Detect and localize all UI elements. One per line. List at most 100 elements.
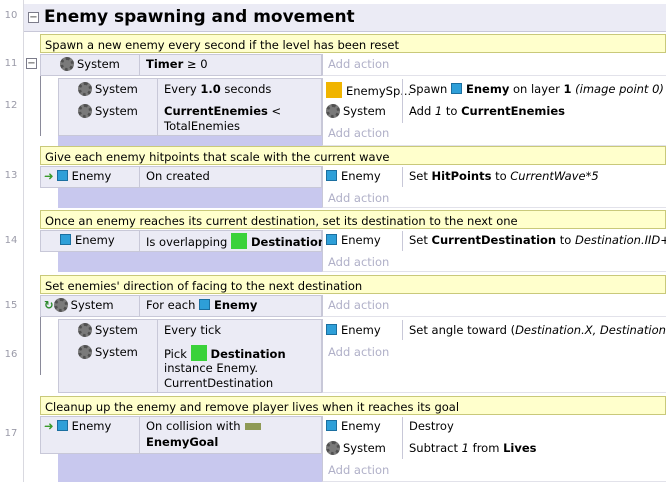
system-gear-icon — [78, 82, 92, 96]
condition-text: On collision with — [146, 419, 261, 433]
condition-object: ↻ System — [44, 298, 114, 312]
subevent-conditions[interactable] — [58, 319, 322, 393]
condition-text: Is overlapping Destination — [146, 233, 327, 249]
action-column — [322, 319, 666, 393]
column-divider — [139, 417, 140, 453]
subevent-footer — [58, 136, 322, 146]
add-action-link[interactable]: Add action — [328, 255, 390, 269]
enemy-sprite-icon — [60, 234, 71, 245]
column-divider — [402, 231, 403, 251]
condition-text: On created — [146, 169, 210, 183]
condition-object: System — [78, 82, 138, 96]
add-action-link[interactable]: Add action — [328, 345, 390, 359]
action-text[interactable]: Set angle toward (Destination.X, Destina… — [409, 323, 666, 337]
condition-object: System — [78, 104, 138, 118]
event-comment[interactable]: Once an enemy reaches its current destin… — [40, 210, 666, 229]
line-number: 12 — [4, 100, 18, 111]
add-action-link[interactable]: Add action — [328, 191, 390, 205]
action-text[interactable]: Destroy — [409, 419, 454, 433]
condition-text-line2: instance Enemy. — [164, 361, 259, 375]
action-column — [322, 54, 666, 76]
event-condition-row[interactable] — [40, 295, 322, 317]
subevent-conditions[interactable] — [58, 78, 322, 136]
action-text[interactable]: Subtract 1 from Lives — [409, 441, 537, 455]
action-text[interactable]: Add 1 to CurrentEnemies — [409, 104, 565, 118]
add-action-link[interactable]: Add action — [328, 57, 390, 71]
line-number: 14 — [4, 235, 18, 246]
event-condition-row[interactable] — [40, 416, 322, 454]
column-divider — [157, 320, 158, 392]
tree-line — [40, 317, 41, 375]
action-object[interactable]: Enemy — [326, 233, 381, 247]
event-condition-row[interactable] — [40, 54, 322, 76]
collapse-toggle[interactable]: − — [26, 58, 37, 69]
condition-target: EnemyGoal — [146, 435, 219, 449]
column-divider — [139, 167, 140, 187]
action-column — [322, 166, 666, 208]
action-column — [322, 230, 666, 272]
tree-line — [40, 76, 41, 136]
action-text[interactable]: Set HitPoints to CurrentWave*5 — [409, 169, 599, 183]
column-divider — [402, 417, 403, 459]
condition-text: Pick Destination — [164, 345, 286, 361]
action-object[interactable]: Enemy — [326, 323, 381, 337]
collapse-toggle[interactable]: − — [28, 12, 39, 23]
action-object[interactable]: Enemy — [326, 419, 381, 433]
enemy-sprite-icon — [326, 420, 337, 431]
condition-text: Every 1.0 seconds — [164, 82, 272, 96]
column-divider — [139, 55, 140, 75]
enemy-sprite-icon — [199, 299, 211, 310]
system-gear-icon — [78, 323, 92, 337]
action-object[interactable]: EnemySp... — [326, 82, 411, 98]
event-comment[interactable]: Cleanup up the enemy and remove player l… — [40, 396, 666, 415]
action-text[interactable]: Set CurrentDestination to Destination.II… — [409, 233, 666, 247]
line-number-gutter — [0, 0, 24, 482]
event-footer — [58, 188, 322, 208]
enemy-sprite-icon — [326, 170, 337, 181]
column-divider — [139, 231, 140, 251]
enemy-sprite-icon — [56, 170, 68, 181]
condition-text-line3: CurrentDestination — [164, 376, 274, 390]
condition-object: ➜ Enemy — [44, 169, 112, 183]
column-divider — [402, 167, 403, 187]
line-number: 16 — [4, 349, 18, 360]
enemy-sprite-icon — [451, 83, 462, 94]
condition-text: Timer ≥ 0 — [146, 57, 208, 71]
enemy-sprite-icon — [326, 234, 337, 245]
line-number: 10 — [4, 10, 18, 21]
column-divider — [402, 79, 403, 123]
condition-text: For each Enemy — [146, 298, 258, 312]
enemy-sprite-icon — [56, 420, 68, 431]
event-footer — [58, 454, 322, 482]
enemy-spawner-icon — [326, 82, 342, 98]
condition-object: System — [60, 57, 120, 71]
loop-icon: ↻ — [44, 298, 54, 312]
condition-object: System — [78, 345, 138, 359]
enemy-sprite-icon — [326, 324, 337, 335]
condition-object: System — [78, 323, 138, 337]
enemy-goal-sprite-icon — [244, 423, 261, 430]
column-divider — [139, 296, 140, 316]
action-text[interactable]: Spawn Enemy on layer 1 (image point 0) — [409, 82, 664, 96]
event-comment[interactable]: Spawn a new enemy every second if the le… — [40, 34, 666, 53]
add-action-link[interactable]: Add action — [328, 463, 390, 477]
line-number: 15 — [4, 300, 18, 311]
column-divider — [402, 320, 403, 340]
action-object[interactable]: System — [326, 104, 386, 118]
event-comment[interactable]: Give each enemy hitpoints that scale wit… — [40, 146, 666, 165]
condition-object: ➜ Enemy — [44, 419, 112, 433]
event-condition-row[interactable] — [40, 166, 322, 188]
action-object[interactable]: Enemy — [326, 169, 381, 183]
system-gear-icon — [326, 104, 340, 118]
event-group-header[interactable] — [24, 4, 666, 32]
action-object[interactable]: System — [326, 441, 386, 455]
system-gear-icon — [53, 298, 68, 312]
line-number: 11 — [4, 58, 18, 69]
column-divider — [157, 79, 158, 135]
add-action-link[interactable]: Add action — [328, 126, 390, 140]
event-comment[interactable]: Set enemies' direction of facing to the … — [40, 275, 666, 294]
event-footer — [58, 252, 322, 272]
add-action-link[interactable]: Add action — [328, 298, 390, 312]
condition-text: CurrentEnemies < — [164, 104, 282, 118]
event-condition-row[interactable] — [40, 230, 322, 252]
